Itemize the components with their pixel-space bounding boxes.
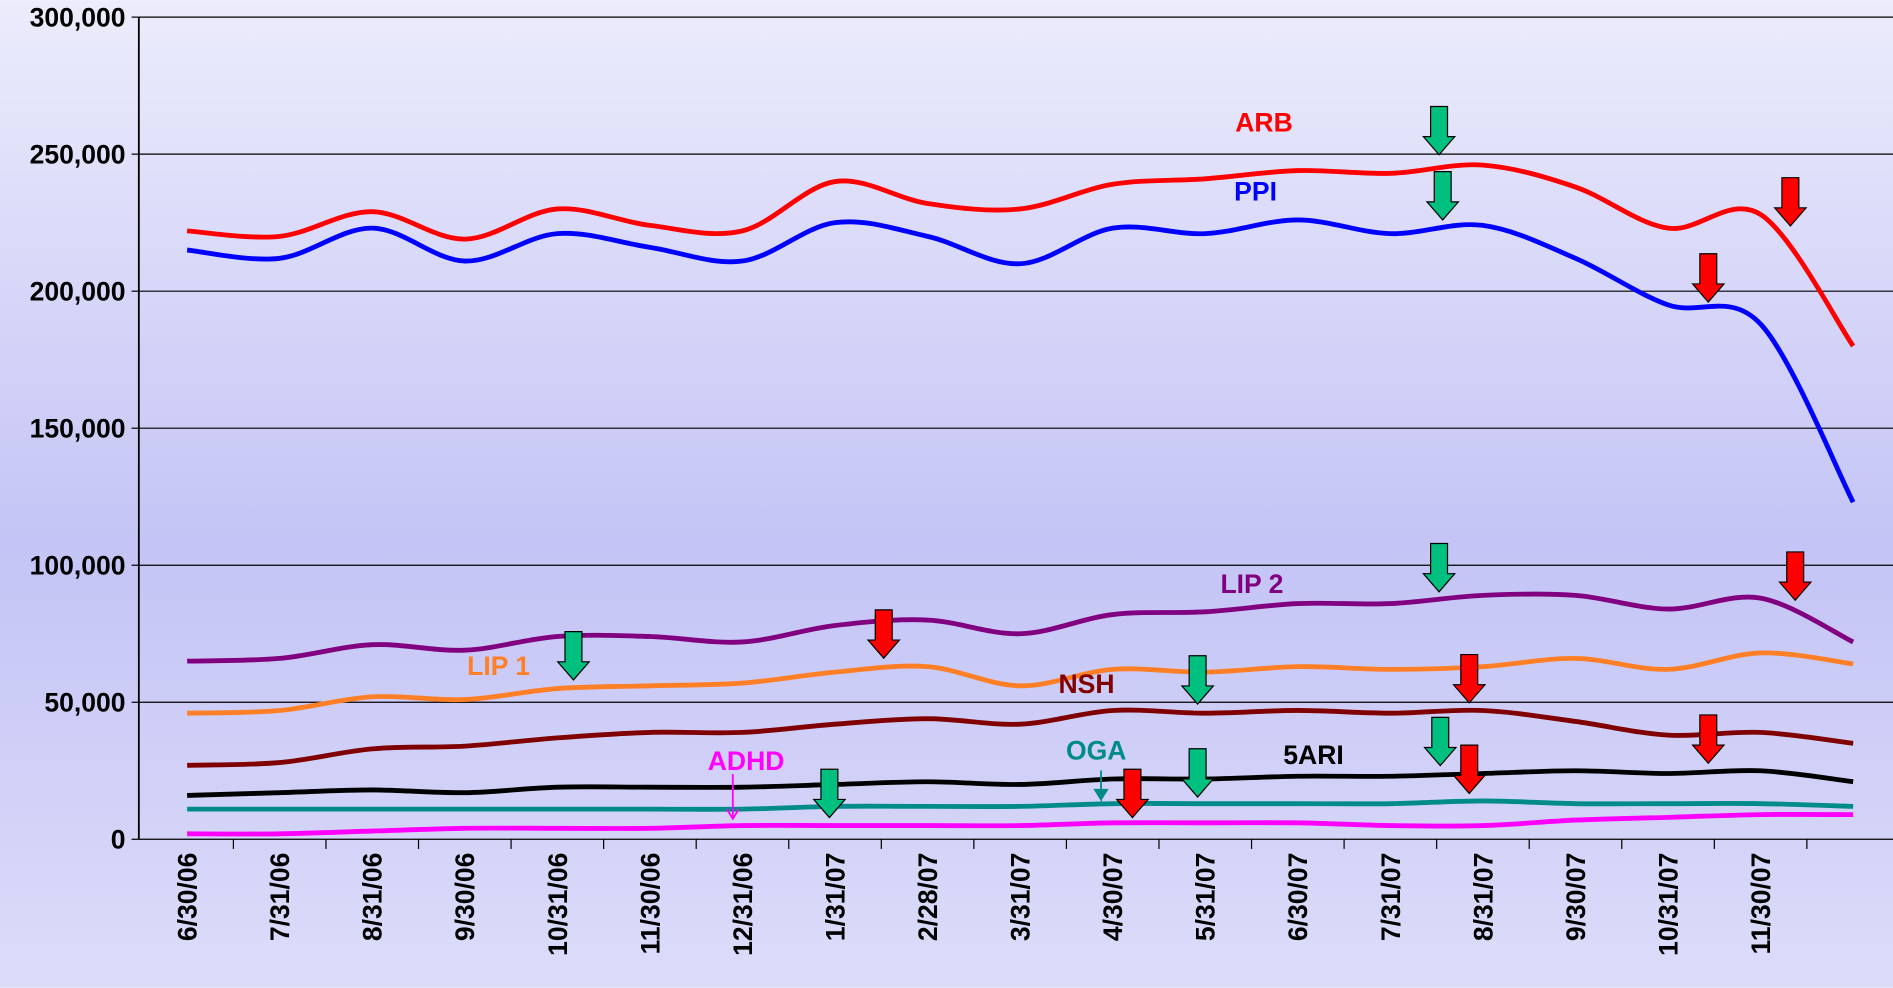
y-tick-label: 200,000: [30, 277, 126, 307]
x-tick-label: 9/30/07: [1561, 853, 1591, 942]
lines: [186, 162, 1856, 837]
x-tick-label: 11/30/06: [635, 853, 665, 955]
series-line: [187, 591, 1855, 664]
y-tick-label: 150,000: [30, 414, 126, 444]
event-arrow: [1691, 714, 1726, 765]
event-arrow: [556, 631, 591, 681]
series-label: PPI: [1234, 176, 1277, 206]
x-tick-label: 8/31/06: [358, 853, 388, 942]
event-arrow: [1452, 653, 1487, 704]
x-tick-label: 9/30/06: [450, 853, 480, 942]
event-arrow: [1115, 768, 1150, 819]
x-tick-label: 10/31/07: [1653, 853, 1683, 956]
x-tick-label: 7/31/07: [1376, 853, 1406, 942]
event-arrow: [812, 768, 847, 819]
labels: 0 50,000 100,000 150,000 200,000 250,000 300,0…: [30, 3, 1776, 956]
series-label: OGA: [1066, 735, 1126, 765]
x-tick-label: 4/30/07: [1098, 853, 1128, 942]
event-arrow: [1425, 171, 1460, 221]
grid: [131, 16, 1893, 849]
event-arrow: [866, 609, 901, 660]
series-line: [187, 811, 1854, 837]
series-line: [187, 798, 1854, 812]
y-tick-label: 100,000: [30, 551, 126, 581]
y-tick-label: 300,000: [30, 3, 126, 33]
y-tick-label: 250,000: [30, 140, 126, 170]
series-line: [187, 768, 1854, 798]
series-line: [187, 707, 1854, 768]
event-arrow: [1180, 655, 1215, 705]
series-line: [186, 217, 1856, 504]
pointer: [1093, 770, 1109, 803]
event-arrow: [1422, 105, 1457, 156]
x-tick-label: 5/31/07: [1191, 853, 1221, 942]
x-tick-label: 3/31/07: [1006, 853, 1036, 942]
x-tick-label: 6/30/07: [1283, 853, 1313, 942]
series-line: [186, 162, 1856, 348]
event-arrow: [1423, 716, 1458, 767]
y-tick-label: 0: [111, 825, 126, 855]
event-arrow: [1691, 253, 1726, 303]
series-label: LIP 2: [1220, 569, 1283, 599]
y-tick-label: 50,000: [44, 688, 125, 718]
x-tick-label: 10/31/06: [543, 853, 573, 956]
x-tick-label: 1/31/07: [820, 853, 850, 942]
event-arrow: [1180, 748, 1215, 798]
arrows: [556, 105, 1813, 821]
x-tick-label: 11/30/07: [1746, 853, 1776, 955]
x-tick-label: 2/28/07: [913, 853, 943, 942]
series-label: NSH: [1059, 669, 1115, 699]
event-arrow: [1452, 744, 1487, 795]
event-arrow: [1422, 542, 1457, 593]
x-tick-label: 7/31/06: [265, 853, 295, 942]
x-tick-label: 6/30/06: [173, 853, 203, 942]
series-label: ARB: [1235, 108, 1293, 138]
event-arrow: [1773, 177, 1808, 227]
x-tick-label: 12/31/06: [728, 853, 758, 956]
series-label: 5ARI: [1283, 740, 1343, 770]
pointer: [726, 774, 740, 821]
event-arrow: [1778, 551, 1813, 602]
series-line: [187, 650, 1854, 716]
series-label: LIP 1: [467, 651, 530, 681]
x-tick-label: 8/31/07: [1468, 853, 1498, 942]
series-label: ADHD: [708, 746, 785, 776]
